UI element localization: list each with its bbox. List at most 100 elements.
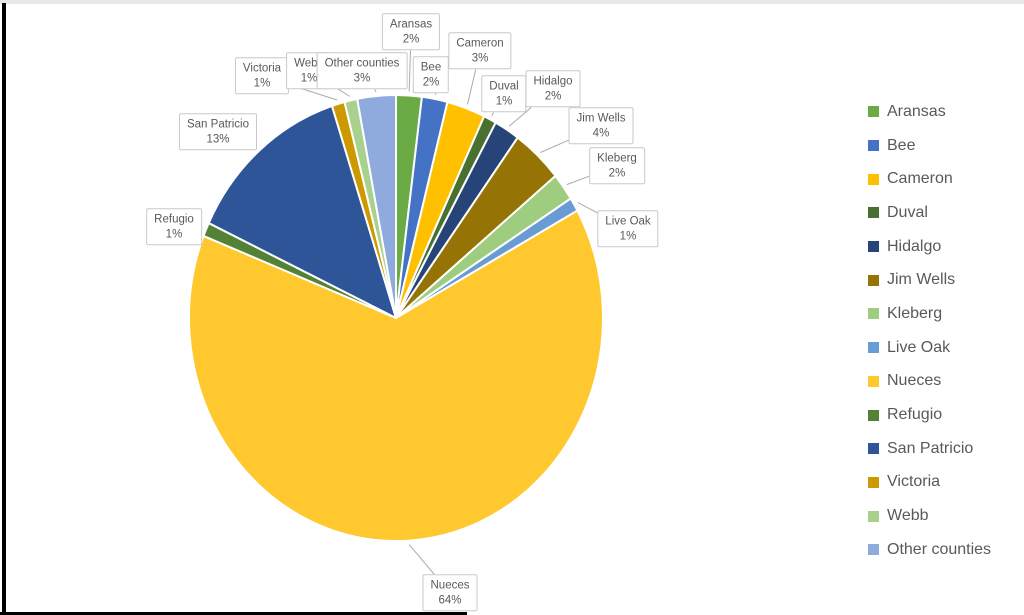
leader-line-kleberg	[566, 175, 590, 186]
data-label-category: Duval	[489, 80, 519, 93]
legend-swatch-hidalgo	[868, 241, 879, 253]
legend-label: Hidalgo	[887, 237, 942, 255]
legend-swatch-victoria	[868, 476, 879, 488]
legend-swatch-duval	[868, 207, 879, 219]
legend-item-san-patricio[interactable]: San Patricio	[868, 432, 991, 466]
data-label-percent: 1%	[253, 77, 271, 89]
leader-line-hidalgo	[508, 107, 532, 127]
top-edge-strip	[0, 0, 1024, 4]
legend-label: Refugio	[887, 406, 943, 424]
legend-item-aransas[interactable]: Aransas	[868, 95, 991, 129]
chart-legend: Aransas Bee Cameron Duval Hidalgo Jim Wells Kl…	[868, 95, 991, 567]
data-label-percent: 1%	[300, 72, 318, 84]
leader-line-cameron	[467, 69, 477, 105]
data-label-category: San Patricio	[186, 118, 250, 131]
legend-swatch-webb	[868, 510, 879, 522]
data-label-san-patricio[interactable]: San Patricio 13%	[178, 113, 258, 151]
legend-swatch-other-counties	[868, 544, 879, 556]
legend-swatch-refugio	[868, 409, 879, 421]
data-label-percent: 1%	[619, 230, 637, 242]
legend-label: Kleberg	[887, 304, 943, 322]
legend-label: Jim Wells	[887, 271, 956, 289]
data-label-percent: 3%	[353, 72, 371, 84]
data-label-percent: 1%	[165, 228, 183, 240]
data-label-hidalgo[interactable]: Hidalgo 2%	[525, 70, 581, 108]
legend-label: Victoria	[887, 473, 941, 491]
legend-item-kleberg[interactable]: Kleberg	[868, 297, 991, 331]
data-label-category: Hidalgo	[533, 75, 573, 88]
leader-line-live-oak	[577, 201, 598, 214]
data-label-percent: 2%	[544, 90, 562, 102]
data-label-percent: 1%	[495, 95, 513, 107]
data-label-refugio[interactable]: Refugio 1%	[146, 208, 202, 246]
legend-swatch-live-oak	[868, 342, 879, 354]
legend-label: San Patricio	[887, 439, 974, 457]
legend-label: Nueces	[887, 372, 942, 390]
legend-item-bee[interactable]: Bee	[868, 129, 991, 163]
data-label-aransas[interactable]: Aransas 2%	[381, 13, 441, 51]
legend-item-other-counties[interactable]: Other counties	[868, 533, 991, 567]
legend-item-refugio[interactable]: Refugio	[868, 398, 991, 432]
data-label-category: Aransas	[389, 18, 433, 31]
legend-label: Bee	[887, 136, 916, 154]
leader-line-nueces	[408, 544, 435, 575]
data-label-duval[interactable]: Duval 1%	[481, 75, 527, 113]
data-label-percent: 2%	[402, 33, 420, 45]
legend-swatch-san-patricio	[868, 443, 879, 455]
data-label-category: Other counties	[324, 57, 400, 70]
data-label-jim-wells[interactable]: Jim Wells 4%	[568, 107, 634, 145]
data-label-cameron[interactable]: Cameron 3%	[448, 32, 512, 70]
data-label-other-counties[interactable]: Other counties 3%	[316, 52, 408, 90]
legend-item-jim-wells[interactable]: Jim Wells	[868, 263, 991, 297]
leader-line-duval	[491, 112, 495, 116]
legend-swatch-aransas	[868, 106, 879, 118]
data-label-category: Live Oak	[605, 215, 651, 228]
data-label-percent: 4%	[592, 127, 610, 139]
data-label-percent: 64%	[438, 594, 462, 606]
leader-line-jim-wells	[540, 139, 569, 153]
legend-item-hidalgo[interactable]: Hidalgo	[868, 230, 991, 264]
legend-swatch-bee	[868, 140, 879, 152]
legend-item-nueces[interactable]: Nueces	[868, 365, 991, 399]
leader-line-other-counties	[374, 89, 377, 93]
legend-item-duval[interactable]: Duval	[868, 196, 991, 230]
legend-label: Duval	[887, 203, 928, 221]
legend-label: Live Oak	[887, 338, 951, 356]
data-label-category: Refugio	[154, 213, 194, 226]
legend-label: Other counties	[887, 540, 992, 558]
data-label-bee[interactable]: Bee 2%	[412, 56, 450, 94]
pie-slice-nueces[interactable]	[188, 209, 604, 542]
legend-item-webb[interactable]: Webb	[868, 499, 991, 533]
data-label-category: Bee	[420, 61, 442, 74]
data-label-category: Webb	[294, 57, 324, 70]
data-label-percent: 2%	[608, 167, 626, 179]
leader-line-aransas	[408, 50, 411, 92]
data-label-category: Jim Wells	[576, 112, 626, 125]
legend-swatch-cameron	[868, 173, 879, 185]
data-label-live-oak[interactable]: Live Oak 1%	[597, 210, 659, 248]
legend-swatch-jim-wells	[868, 274, 879, 286]
data-label-percent: 13%	[206, 133, 230, 145]
data-label-percent: 2%	[422, 76, 440, 88]
data-label-percent: 3%	[471, 52, 489, 64]
legend-label: Webb	[887, 507, 929, 525]
left-edge-strip	[2, 3, 6, 615]
data-label-category: Nueces	[430, 579, 470, 592]
data-label-kleberg[interactable]: Kleberg 2%	[589, 147, 645, 185]
pie-slice-san-patricio[interactable]	[207, 104, 397, 319]
data-label-category: Victoria	[242, 62, 282, 75]
pie-slice-other-counties[interactable]	[356, 94, 397, 319]
bottom-edge-strip	[0, 612, 467, 615]
legend-swatch-nueces	[868, 375, 879, 387]
legend-label: Cameron	[887, 170, 953, 188]
legend-swatch-kleberg	[868, 308, 879, 320]
data-label-victoria[interactable]: Victoria 1%	[234, 57, 290, 95]
legend-item-live-oak[interactable]: Live Oak	[868, 331, 991, 365]
legend-item-victoria[interactable]: Victoria	[868, 466, 991, 500]
data-label-category: Cameron	[456, 37, 504, 50]
legend-item-cameron[interactable]: Cameron	[868, 162, 991, 196]
data-label-category: Kleberg	[597, 152, 637, 165]
legend-label: Aransas	[887, 102, 946, 120]
data-label-nueces[interactable]: Nueces 64%	[422, 574, 478, 612]
